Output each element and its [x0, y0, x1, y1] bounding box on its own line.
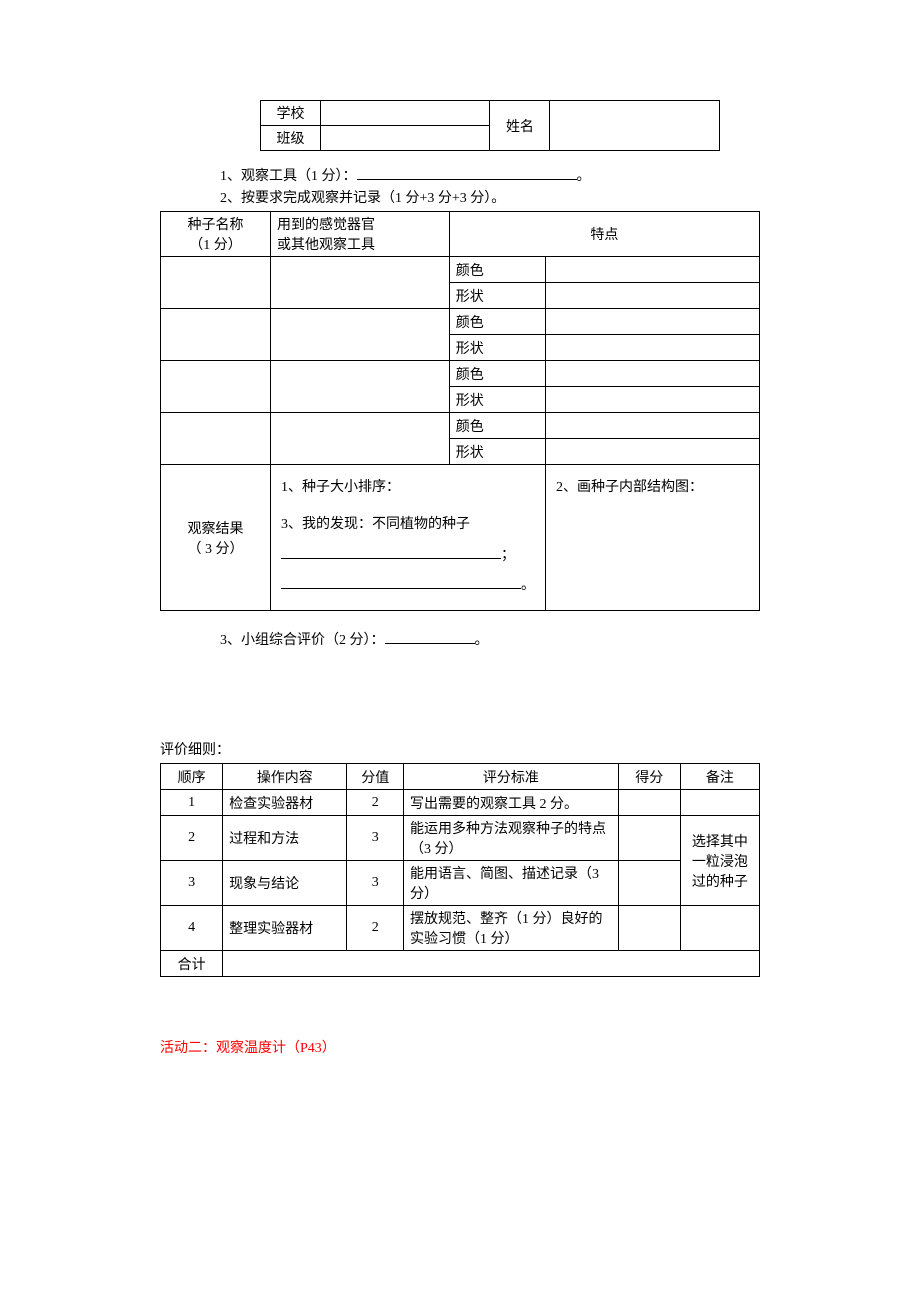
seed3-color[interactable]	[546, 361, 760, 387]
observation-table: 种子名称 （1 分） 用到的感觉器官 或其他观察工具 特点 颜色 形状 颜色 形…	[160, 211, 760, 611]
seed3-shape[interactable]	[546, 387, 760, 413]
evaluation-table: 顺序 操作内容 分值 评分标准 得分 备注 1 检查实验器材 2 写出需要的观察…	[160, 763, 760, 977]
eval-h-score: 得分	[618, 764, 680, 790]
eval-r2-content: 过程和方法	[223, 816, 347, 861]
eval-r1-remark[interactable]	[680, 790, 759, 816]
seed2-color[interactable]	[546, 309, 760, 335]
attr-color: 颜色	[449, 257, 545, 283]
eval-r1-order: 1	[161, 790, 223, 816]
eval-title: 评价细则：	[160, 739, 760, 759]
eval-total-value[interactable]	[223, 951, 760, 977]
attr-shape: 形状	[449, 283, 545, 309]
label-school: 学校	[261, 101, 321, 126]
eval-r1-scorevalue: 2	[347, 790, 404, 816]
eval-r3-content: 现象与结论	[223, 861, 347, 906]
obs-col1-line1: 种子名称	[188, 218, 244, 233]
eval-h-remark: 备注	[680, 764, 759, 790]
q1-prefix: 1、观察工具（1 分）：	[220, 169, 357, 184]
seed-name-1[interactable]	[161, 257, 271, 309]
eval-r1-content: 检查实验器材	[223, 790, 347, 816]
result-right: 2、画种子内部结构图：	[546, 465, 760, 611]
seed-tool-4[interactable]	[271, 413, 450, 465]
seed2-shape[interactable]	[546, 335, 760, 361]
obs-col1-line2: （1 分）	[189, 238, 242, 253]
result-label: 观察结果 （ 3 分）	[161, 465, 271, 611]
label-name: 姓名	[490, 101, 550, 151]
eval-r4-score[interactable]	[618, 906, 680, 951]
seed-tool-2[interactable]	[271, 309, 450, 361]
seed4-color[interactable]	[546, 413, 760, 439]
q3-blank[interactable]	[385, 629, 475, 644]
eval-r2-criteria: 能运用多种方法观察种子的特点（3 分）	[403, 816, 618, 861]
result-left: 1、种子大小排序： 3、我的发现：不同植物的种子 ； 。	[271, 465, 546, 611]
result-item1: 1、种子大小排序：	[281, 473, 535, 504]
result-item3: 3、我的发现：不同植物的种子	[281, 510, 535, 541]
eval-r3-score[interactable]	[618, 861, 680, 906]
field-school[interactable]	[320, 101, 490, 126]
seed1-color[interactable]	[546, 257, 760, 283]
q1-suffix: 。	[577, 169, 591, 184]
page-root: 学校 姓名 班级 1、观察工具（1 分）： 。 2、按要求完成观察并记录（1 分+…	[0, 0, 920, 1157]
obs-col2-header: 用到的感觉器官 或其他观察工具	[271, 212, 450, 257]
attr-shape: 形状	[449, 335, 545, 361]
activity-2-title: 活动二：观察温度计（P43）	[160, 1037, 760, 1057]
eval-h-content: 操作内容	[223, 764, 347, 790]
obs-col2-line1: 用到的感觉器官	[277, 218, 375, 233]
attr-shape: 形状	[449, 439, 545, 465]
eval-r4-order: 4	[161, 906, 223, 951]
attr-color: 颜色	[449, 361, 545, 387]
eval-remark-merged: 选择其中一粒浸泡过的种子	[680, 816, 759, 906]
eval-r3-criteria: 能用语言、简图、描述记录（3 分）	[403, 861, 618, 906]
eval-r2-score[interactable]	[618, 816, 680, 861]
eval-r3-scorevalue: 3	[347, 861, 404, 906]
eval-r1-score[interactable]	[618, 790, 680, 816]
question-1: 1、观察工具（1 分）： 。	[220, 165, 760, 185]
result-blank2-suffix: 。	[521, 578, 535, 593]
result-item2: 2、画种子内部结构图：	[556, 473, 749, 504]
seed-tool-3[interactable]	[271, 361, 450, 413]
eval-r4-remark[interactable]	[680, 906, 759, 951]
result-blank2[interactable]	[281, 574, 521, 589]
eval-r2-scorevalue: 3	[347, 816, 404, 861]
obs-col2-line2: 或其他观察工具	[277, 238, 375, 253]
label-class: 班级	[261, 126, 321, 151]
question-2: 2、按要求完成观察并记录（1 分+3 分+3 分）。	[220, 187, 760, 207]
seed-name-4[interactable]	[161, 413, 271, 465]
eval-h-order: 顺序	[161, 764, 223, 790]
question-3: 3、小组综合评价（2 分）： 。	[220, 629, 760, 649]
field-name[interactable]	[550, 101, 720, 151]
result-item3-prefix: 3、我的发现：不同植物的种子	[281, 517, 470, 532]
q1-blank[interactable]	[357, 165, 577, 180]
seed-name-2[interactable]	[161, 309, 271, 361]
eval-r4-criteria: 摆放规范、整齐（1 分）良好的实验习惯（1 分）	[403, 906, 618, 951]
result-blank2-row: 。	[281, 571, 535, 602]
seed-name-3[interactable]	[161, 361, 271, 413]
seed4-shape[interactable]	[546, 439, 760, 465]
seed-tool-1[interactable]	[271, 257, 450, 309]
eval-r2-order: 2	[161, 816, 223, 861]
obs-col3-header: 特点	[449, 212, 759, 257]
obs-col1-header: 种子名称 （1 分）	[161, 212, 271, 257]
seed1-shape[interactable]	[546, 283, 760, 309]
eval-r4-content: 整理实验器材	[223, 906, 347, 951]
eval-total-label: 合计	[161, 951, 223, 977]
result-label-line1: 观察结果	[188, 522, 244, 537]
eval-r3-order: 3	[161, 861, 223, 906]
result-blank1-row: ；	[281, 541, 535, 572]
result-blank1[interactable]	[281, 544, 501, 559]
eval-r4-scorevalue: 2	[347, 906, 404, 951]
student-info-table: 学校 姓名 班级	[260, 100, 720, 151]
attr-shape: 形状	[449, 387, 545, 413]
result-blank1-suffix: ；	[501, 548, 515, 563]
attr-color: 颜色	[449, 309, 545, 335]
q3-suffix: 。	[475, 633, 489, 648]
field-class[interactable]	[320, 126, 490, 151]
eval-h-scorevalue: 分值	[347, 764, 404, 790]
eval-h-criteria: 评分标准	[403, 764, 618, 790]
result-label-line2: （ 3 分）	[188, 542, 244, 557]
attr-color: 颜色	[449, 413, 545, 439]
q3-prefix: 3、小组综合评价（2 分）：	[220, 633, 385, 648]
eval-r1-criteria: 写出需要的观察工具 2 分。	[403, 790, 618, 816]
